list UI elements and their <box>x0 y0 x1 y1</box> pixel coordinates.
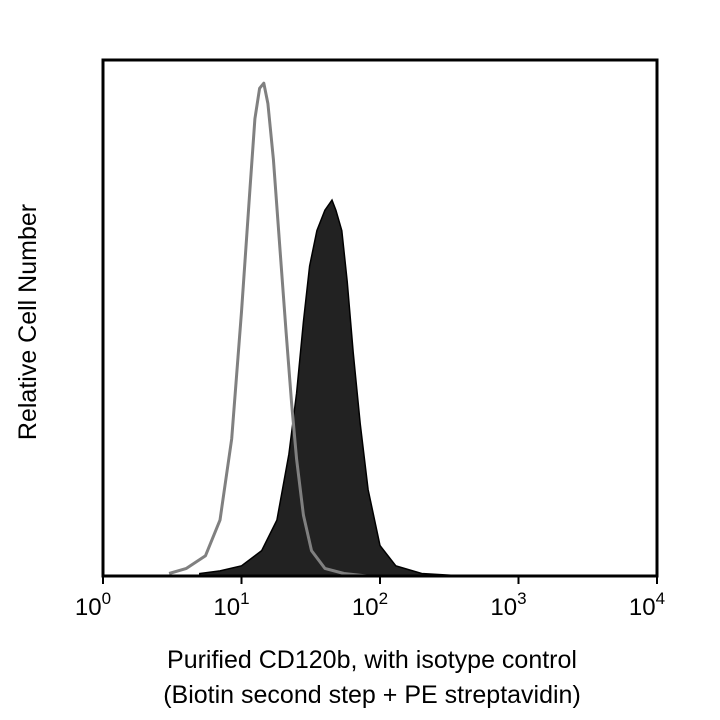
plot-frame <box>101 58 659 578</box>
series-layer <box>168 81 464 578</box>
x-axis-label-line-1: Purified CD120b, with isotype control <box>167 646 577 674</box>
x-tick-label: 104 <box>629 589 665 621</box>
filled-histogram-series <box>199 198 464 577</box>
x-axis-ticks: 100 101 102 103 104 <box>75 576 665 621</box>
x-tick-label: 102 <box>352 589 388 621</box>
isotype-control-outline-series <box>168 81 367 578</box>
y-axis-label: Relative Cell Number <box>14 204 42 440</box>
x-tick-label: 101 <box>213 589 249 621</box>
x-tick-label: 103 <box>490 589 526 621</box>
x-axis-label-line-2: (Biotin second step + PE streptavidin) <box>163 681 581 709</box>
x-tick-label: 100 <box>75 589 111 621</box>
